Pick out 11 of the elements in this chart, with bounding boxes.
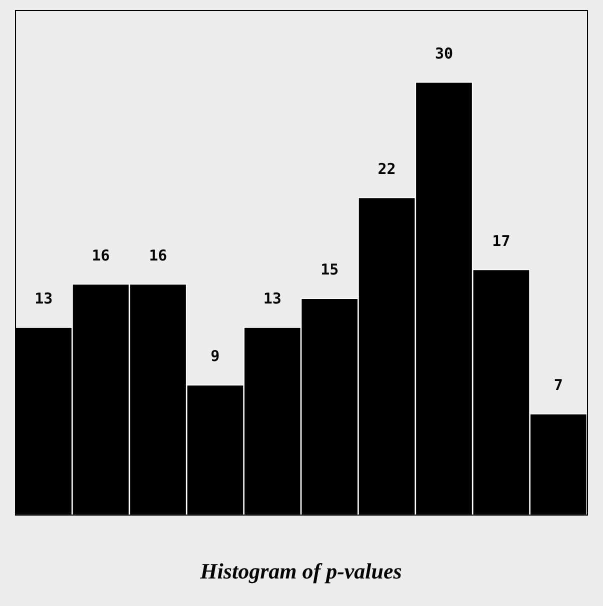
data-label: 22 [378, 160, 396, 178]
data-label: 9 [210, 347, 220, 366]
data-label: 16 [92, 246, 110, 264]
data-label: 16 [148, 246, 168, 264]
data-label: 17 [492, 232, 510, 250]
data-label: 15 [320, 260, 339, 279]
data-label: 30 [434, 44, 454, 62]
data-label: 13 [263, 290, 282, 308]
data-label: 7 [554, 376, 563, 394]
data-label: 13 [34, 290, 53, 308]
text: Histogram of p-values [199, 558, 402, 584]
